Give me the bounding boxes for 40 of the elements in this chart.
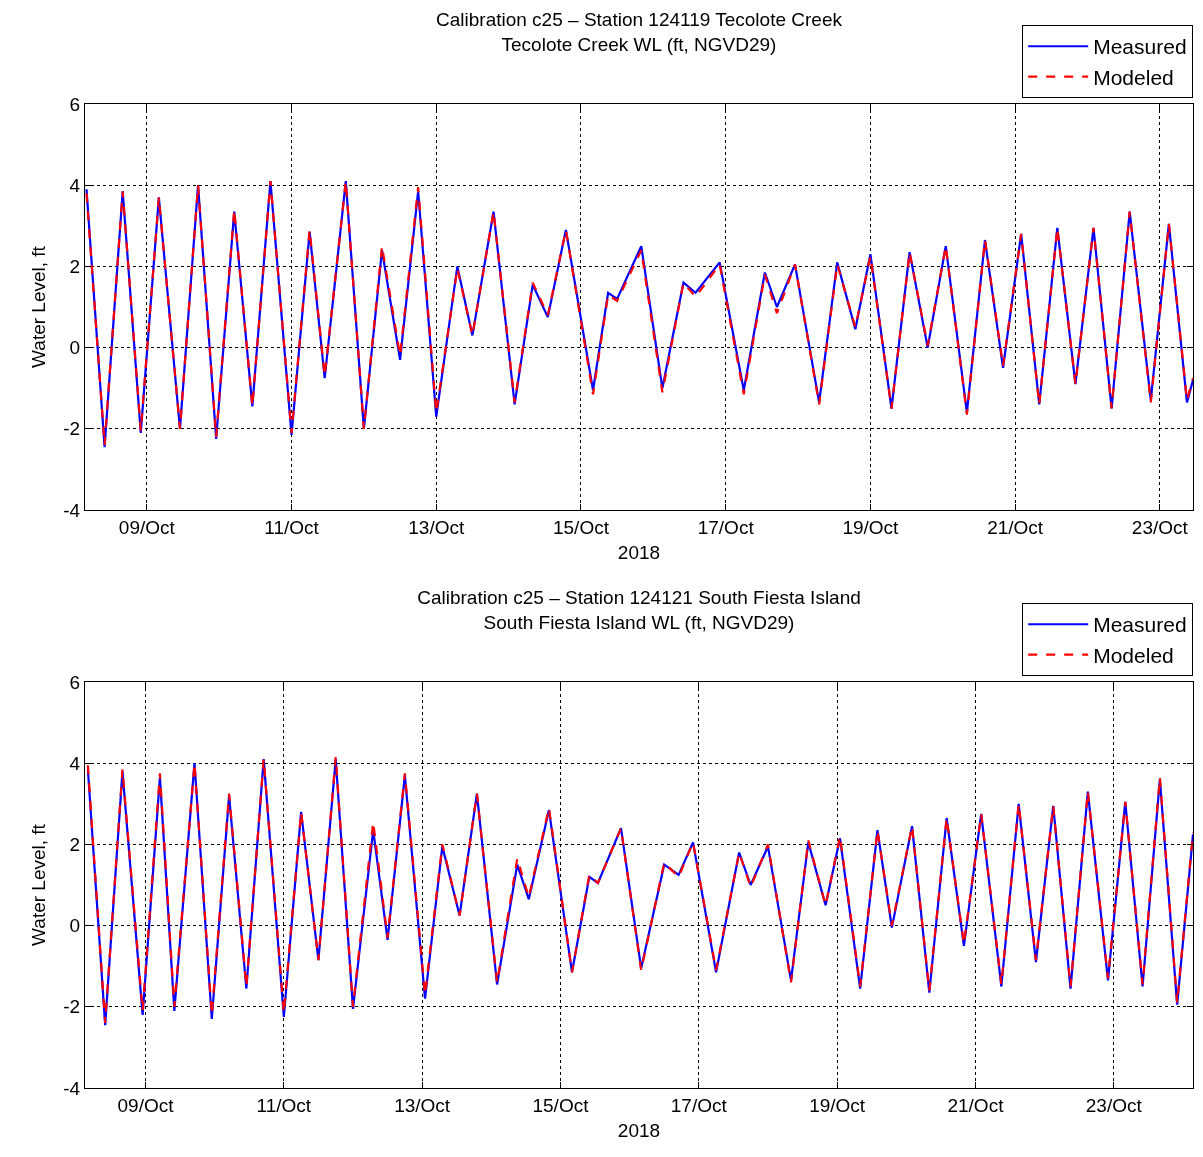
x-tick-label: 21/Oct [947,1094,1005,1116]
x-tick-label: 19/Oct [842,516,900,538]
chart-subtitle: South Fiesta Island WL (ft, NGVD29) [483,611,795,633]
chart-title: Calibration c25 – Station 124119 Tecolote Creek [436,9,843,31]
x-tick-label: 17/Oct [670,1094,728,1116]
x-tick-label: 23/Oct [1131,516,1189,538]
y-tick-label: 6 [69,93,81,115]
x-tick-label: 11/Oct [256,1094,312,1116]
y-tick-label: 0 [69,337,81,359]
y-tick-label: 6 [69,671,81,693]
x-tick-label: 09/Oct [118,516,176,538]
legend-label: Measured [1093,35,1187,59]
y-tick-label: 4 [69,752,81,774]
y-tick-label: -4 [63,1077,81,1099]
x-axis-title: 2018 [617,541,661,563]
y-tick-label: 2 [69,256,81,278]
x-tick-label: 11/Oct [264,516,320,538]
y-tick-label: -2 [63,418,81,440]
y-tick-label: 2 [69,834,81,856]
y-tick-label: 0 [69,915,81,937]
legend-label: Measured [1093,613,1187,637]
x-tick-label: 15/Oct [552,516,610,538]
x-tick-label: 23/Oct [1085,1094,1143,1116]
x-axis-title: 2018 [617,1119,661,1141]
x-tick-label: 13/Oct [408,516,465,538]
chart-subtitle: Tecolote Creek WL (ft, NGVD29) [501,33,777,55]
x-tick-label: 21/Oct [987,516,1044,538]
x-tick-label: 15/Oct [532,1094,590,1116]
x-tick-label: 13/Oct [394,1094,451,1116]
y-tick-label: -2 [63,996,81,1018]
x-tick-label: 19/Oct [809,1094,866,1116]
y-axis-title: Water Level, ft [28,245,50,368]
legend-label: Modeled [1093,65,1174,89]
y-tick-label: -4 [63,499,81,521]
chart-title: Calibration c25 – Station 124121 South Fiesta Island [417,587,861,609]
x-tick-label: 09/Oct [117,1094,175,1116]
y-axis-title: Water Level, ft [28,823,50,946]
legend-label: Modeled [1093,643,1174,667]
y-tick-label: 4 [69,174,81,196]
x-tick-label: 17/Oct [697,516,755,538]
